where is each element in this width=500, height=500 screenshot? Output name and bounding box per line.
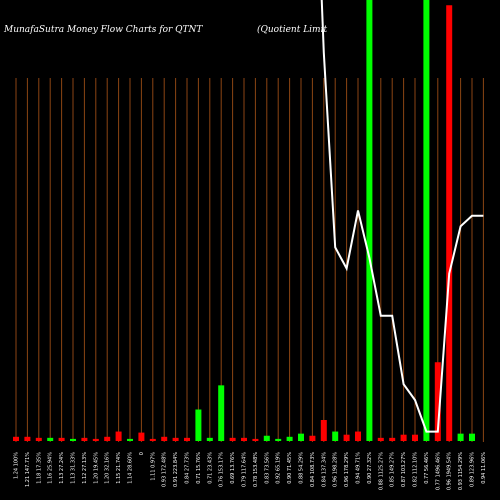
x-tick-label: 0.88 54.29% [299,452,305,484]
money-flow-bar [229,437,236,441]
money-flow-bar [389,437,396,441]
x-tick-label: 0.96 178.29% [344,452,350,487]
money-flow-bar [127,438,133,441]
x-tick-label: 0.94 49.71% [356,452,362,484]
money-flow-bar [412,434,418,441]
money-flow-bar [58,437,65,441]
x-tick-label: 1.20 32.16% [105,452,111,484]
chart-title: MunafaSutra Money Flow Charts for QTNT [3,25,203,35]
x-tick-label: 0.88 1125.27% [378,452,384,490]
chart-subtitle: (Quotient Limit [257,24,327,35]
money-flow-bar [195,409,202,441]
x-tick-label: 0.78 153.48% [253,452,259,487]
x-tick-label: 0.77 1496.46% [435,452,441,490]
x-tick-label: 0.71 15.76% [196,452,202,484]
x-tick-label: 0.94 11.06% [481,452,487,484]
x-tick-label: 1.11 0.97% [150,452,156,481]
x-tick-label: 0.96 198.28% [333,452,339,487]
money-flow-bar [35,437,42,441]
x-tick-label: 0.90 71.45% [287,452,293,484]
x-tick-label: 0.92 65.19% [276,452,282,484]
money-flow-bar [423,0,430,441]
x-tick-label: 0.85 149.27% [390,452,396,487]
money-flow-bar [115,431,122,441]
x-tick-label: 0.76 153.17% [219,452,225,487]
money-flow-bar [434,362,441,441]
x-tick-label: 1.13 31.33% [71,452,77,484]
money-flow-bar [241,437,247,441]
x-tick-label: 1.13 27.24% [59,452,65,484]
money-flow-bar [24,436,31,441]
x-tick-label: 1.21 147.71% [25,452,31,487]
money-flow-bar [184,437,190,441]
price-line [320,0,484,433]
x-tick-label: 0.77 56.46% [424,452,430,484]
money-flow-bar [161,436,168,441]
money-flow-bar [275,438,282,441]
money-flow-bar [172,437,179,441]
money-flow-bar [377,437,384,441]
x-tick-label: 0.96 1949.54% [447,452,453,490]
money-flow-bar [263,435,270,441]
money-flow-bar [298,433,304,441]
money-flow-bar [206,437,213,441]
money-flow-bar [457,433,464,441]
x-tick-label: 0.87 103.27% [401,452,407,487]
money-flow-bar [81,437,88,441]
money-flow-bar [13,436,19,441]
x-tick-label: 0.69 13.76% [230,452,236,484]
money-flow-bar [92,438,99,441]
money-flow-bar [355,431,361,441]
x-tick-label: 0.83 73.56% [264,452,270,484]
money-flow-bar [400,434,407,441]
money-flow-bar [366,0,373,441]
x-tick-label: 0.84 27.73% [185,452,191,484]
money-flow-bar [309,435,316,441]
x-tick-label: 0.79 117.64% [242,452,248,487]
x-tick-label: 1.18 17.35% [36,452,42,484]
money-flow-bar [252,438,259,441]
money-flow-bar [469,433,475,441]
money-flow-bar [446,5,453,441]
x-tick-label: 0.84 108.73% [310,452,316,487]
money-flow-bar [320,420,327,441]
x-tick-label: 1.12 27.13% [82,452,88,484]
x-tick-label: 0.93 172.48% [162,452,168,487]
money-flow-bar [286,436,293,441]
x-tick-label: 0.71 23.43% [207,452,213,484]
x-tick-label: 1.14 28.60% [128,452,134,484]
x-tick-label: 0 [139,452,145,455]
x-tick-label: 0.89 123.96% [470,452,476,487]
money-flow-bar [343,434,350,441]
x-tick-label: 1.16 25.94% [48,452,54,484]
money-flow-bar [138,432,145,441]
x-tick-label: 1.24 100% [14,452,20,479]
bars [13,0,475,441]
x-tick-label: 1.20 19.45% [93,452,99,484]
x-tick-label: 0.82 112.10% [413,452,419,487]
x-tick-label: 1.15 21.74% [116,452,122,484]
money-flow-bar [332,431,339,441]
x-tick-label: 0.90 27.32% [367,452,373,484]
money-flow-bar [47,437,54,441]
x-tick-label: 0.91 223.84% [173,452,179,487]
x-tick-label: 0.84 137.34% [321,452,327,487]
x-tick-label: 0.93 1154.29% [458,452,464,490]
x-tick-labels: 1.24 100% 1.21 147.71% 1.18 17.35% 1.16 25.… [14,452,487,490]
money-flow-bar [70,438,76,441]
money-flow-bar [218,385,225,441]
money-flow-bar [104,436,111,441]
money-flow-bar [149,438,156,441]
